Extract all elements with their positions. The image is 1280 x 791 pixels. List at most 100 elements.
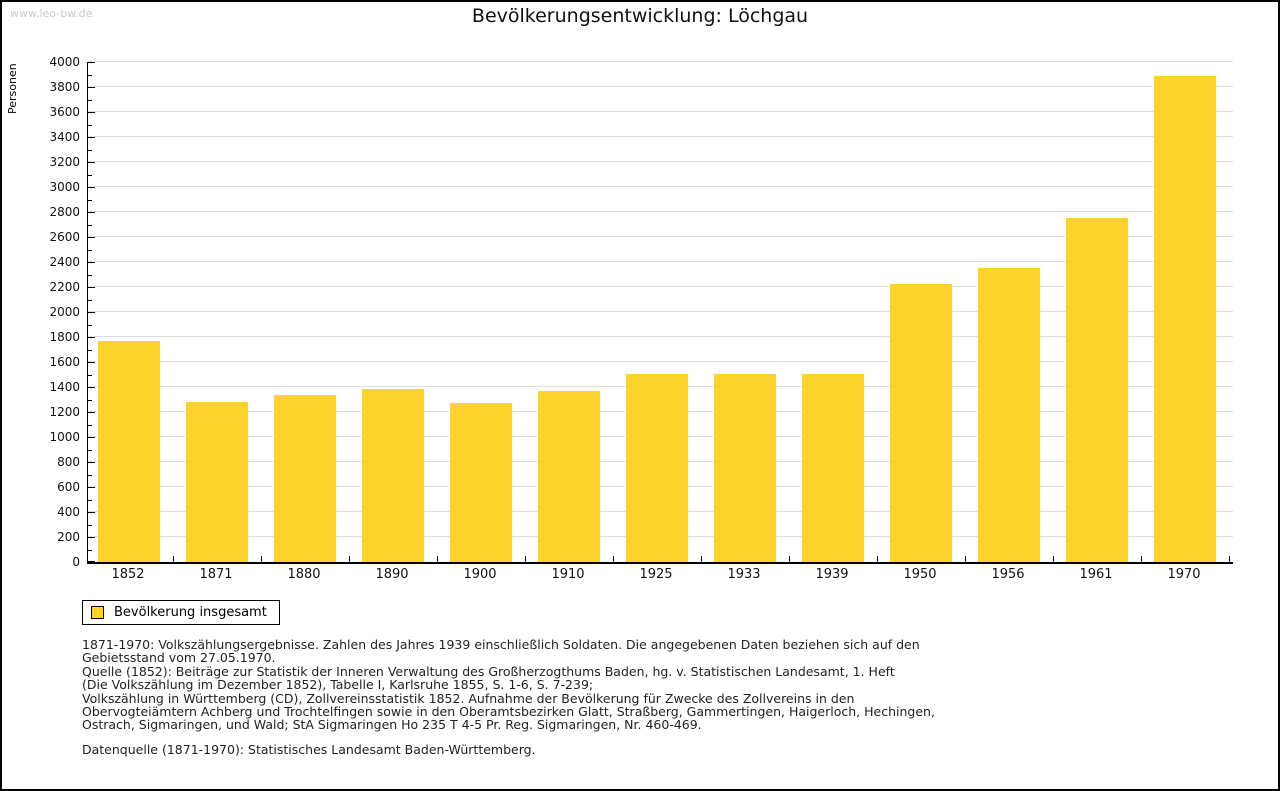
y-axis-tick	[88, 362, 95, 363]
x-axis-tick	[1141, 556, 1142, 562]
y-axis-minor-tick	[88, 224, 92, 226]
bar	[186, 402, 248, 562]
bar	[978, 268, 1040, 562]
y-axis-minor-tick	[88, 99, 92, 101]
footnote-line: Ostrach, Sigmaringen, und Wald; StA Sigm…	[82, 717, 702, 733]
y-axis-tick	[88, 137, 95, 138]
y-axis-tick	[88, 537, 95, 538]
y-axis-tick-label: 800	[57, 455, 80, 469]
bar	[1154, 76, 1216, 562]
legend-label: Bevölkerung insgesamt	[114, 605, 267, 620]
x-axis-category-label: 1910	[551, 567, 585, 582]
legend-swatch-icon	[91, 606, 104, 619]
y-axis-tick	[88, 162, 95, 163]
y-axis-tick	[88, 212, 95, 213]
x-axis-tick	[261, 556, 262, 562]
y-axis-minor-tick	[88, 499, 92, 501]
bar	[538, 391, 600, 562]
bar	[98, 341, 160, 562]
y-axis-minor-tick	[88, 349, 92, 351]
y-axis-tick	[88, 87, 95, 88]
y-axis-tick-label: 0	[72, 555, 80, 569]
y-axis-minor-tick	[88, 124, 92, 126]
bar	[802, 374, 864, 562]
y-axis-tick	[88, 112, 95, 113]
gridline	[88, 361, 1233, 362]
gridline	[88, 261, 1233, 262]
y-axis-tick	[88, 187, 95, 188]
y-axis-tick	[88, 387, 95, 388]
y-axis-tick	[88, 312, 95, 313]
y-axis-tick-label: 4000	[49, 55, 80, 69]
y-axis-tick-label: 200	[57, 530, 80, 544]
footnotes: 1871-1970: Volkszählungsergebnisse. Zahl…	[82, 638, 935, 732]
y-axis-tick-label: 3600	[49, 105, 80, 119]
x-axis-category-label: 1939	[815, 567, 849, 582]
x-axis-tick	[437, 556, 438, 562]
plot-area	[87, 61, 1233, 564]
y-axis-tick-label: 2800	[49, 205, 80, 219]
y-axis-tick-label: 3200	[49, 155, 80, 169]
x-axis-tick	[1053, 556, 1054, 562]
y-axis-tick-label: 1000	[49, 430, 80, 444]
gridline	[88, 111, 1233, 112]
gridline	[88, 236, 1233, 237]
y-axis-tick	[88, 512, 95, 513]
x-axis-tick	[525, 556, 526, 562]
y-axis-tick-label: 3800	[49, 80, 80, 94]
y-axis-minor-tick	[88, 549, 92, 551]
y-axis-tick	[88, 437, 95, 438]
legend: Bevölkerung insgesamt	[82, 600, 280, 625]
y-axis-tick-label: 2400	[49, 255, 80, 269]
y-axis-tick-label: 1800	[49, 330, 80, 344]
y-axis-tick-label: 1600	[49, 355, 80, 369]
y-axis-tick	[88, 237, 95, 238]
x-axis-tick	[789, 556, 790, 562]
y-axis-tick	[88, 262, 95, 263]
x-axis-category-label: 1950	[903, 567, 937, 582]
y-axis-minor-tick	[88, 174, 92, 176]
y-axis-title: Personen	[6, 63, 19, 114]
y-axis-tick	[88, 62, 95, 63]
y-axis-minor-tick	[88, 324, 92, 326]
gridline	[88, 286, 1233, 287]
page-title: Bevölkerungsentwicklung: Löchgau	[471, 5, 809, 27]
y-axis-tick-label: 1200	[49, 405, 80, 419]
y-axis-tick	[88, 462, 95, 463]
y-axis-minor-tick	[88, 524, 92, 526]
y-axis-minor-tick	[88, 274, 92, 276]
y-axis-tick-label: 1400	[49, 380, 80, 394]
gridline	[88, 186, 1233, 187]
x-axis-category-label: 1970	[1167, 567, 1201, 582]
y-axis-tick-label: 2600	[49, 230, 80, 244]
y-axis-minor-tick	[88, 299, 92, 301]
y-axis-minor-tick	[88, 424, 92, 426]
y-axis-minor-tick	[88, 149, 92, 151]
y-axis-minor-tick	[88, 374, 92, 376]
y-axis-tick	[88, 337, 95, 338]
gridline	[88, 211, 1233, 212]
x-axis-category-label: 1871	[199, 567, 233, 582]
bar	[890, 284, 952, 562]
x-axis-category-label: 1925	[639, 567, 673, 582]
footnote-line: 1871-1970: Volkszählungsergebnisse. Zahl…	[82, 637, 920, 652]
y-axis-tick-label: 600	[57, 480, 80, 494]
footnote-line: Volkszählung in Württemberg (CD), Zollve…	[82, 690, 855, 706]
x-axis-tick	[1229, 556, 1230, 562]
x-axis-category-label: 1880	[287, 567, 321, 582]
y-axis-minor-tick	[88, 474, 92, 476]
y-axis-tick	[88, 561, 95, 562]
watermark: www.leo-bw.de	[10, 7, 93, 20]
y-axis-minor-tick	[88, 399, 92, 401]
bar	[274, 395, 336, 562]
gridline	[88, 61, 1233, 62]
y-axis-tick	[88, 487, 95, 488]
footnote-line: Obervogteiämtern Achberg und Trochtelfin…	[82, 704, 935, 720]
y-axis-tick	[88, 287, 95, 288]
y-axis-tick-label: 2200	[49, 280, 80, 294]
datasource-note: Datenquelle (1871-1970): Statistisches L…	[82, 742, 536, 757]
y-axis-tick	[88, 412, 95, 413]
footnote-line: (Die Volkszählung im Dezember 1852), Tab…	[82, 677, 594, 693]
bar	[1066, 218, 1128, 562]
